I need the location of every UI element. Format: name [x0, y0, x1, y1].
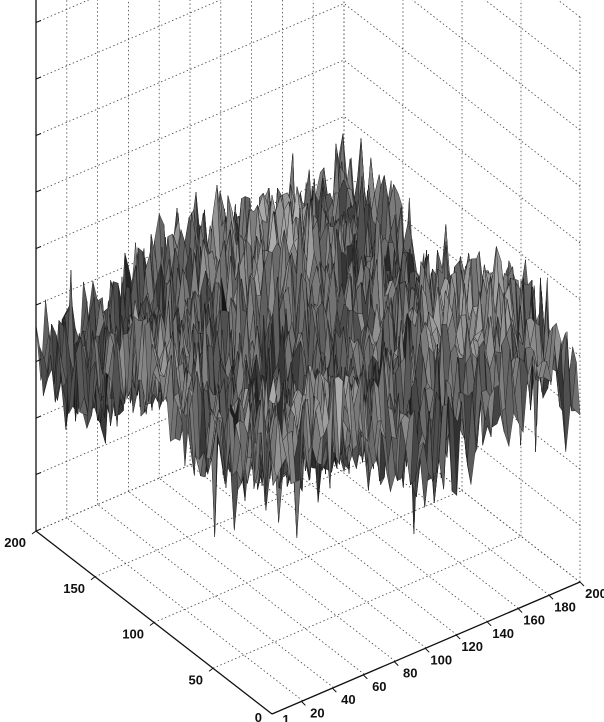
floor-grid-line-x — [158, 477, 396, 662]
right-wall-grid-horizontal — [343, 116, 581, 300]
x-axis-tick — [486, 621, 492, 627]
x-axis-tick — [301, 701, 306, 706]
x-axis-tick-label: 140 — [492, 626, 514, 641]
x-axis-corner-label: 1 — [282, 712, 289, 722]
x-axis-tick — [424, 647, 430, 653]
floor-grid-line-x — [66, 517, 304, 702]
x-axis-tick — [362, 674, 368, 680]
x-axis-tick — [332, 687, 337, 693]
y-axis-tick-label: 50 — [189, 672, 203, 687]
y-axis-tick — [90, 576, 96, 581]
x-axis-tick — [393, 661, 399, 666]
right-wall-grid-horizontal — [343, 59, 581, 244]
y-axis-tick — [149, 622, 155, 626]
y-axis-tick-label: 200 — [4, 535, 26, 550]
z-axis-tick — [35, 472, 42, 475]
back-wall-grid-horizontal — [35, 0, 90, 23]
x-axis-tick-label: 40 — [341, 692, 355, 707]
z-axis-tick — [35, 20, 42, 23]
floor-grid-line-x — [97, 504, 334, 688]
z-axis-tick — [35, 246, 42, 249]
x-axis-tick-label: 120 — [461, 639, 483, 654]
y-axis-tick — [31, 530, 37, 535]
floor-grid-line-x — [189, 464, 427, 649]
surface-mesh — [35, 133, 581, 538]
x-axis-tick — [517, 608, 523, 613]
z-axis-tick — [35, 528, 42, 532]
x-axis-tick-label: 100 — [430, 652, 452, 667]
right-wall-grid-horizontal — [343, 3, 581, 187]
z-axis-tick — [35, 189, 42, 193]
y-axis-tick-label: 100 — [122, 627, 144, 642]
z-axis-tick — [35, 415, 42, 419]
x-axis-tick — [455, 634, 461, 640]
x-axis-tick-label: 60 — [372, 679, 386, 694]
y-axis-tick — [208, 667, 214, 672]
x-axis-tick-label: 20 — [310, 705, 324, 720]
z-axis-tick — [35, 133, 42, 136]
y-axis-tick-label: 150 — [63, 581, 85, 596]
x-axis-tick-label: 200 — [585, 586, 604, 601]
z-axis-tick — [35, 76, 42, 80]
y-axis-corner-label: 0 — [255, 710, 262, 722]
x-axis-tick-label: 160 — [523, 613, 545, 628]
x-axis-tick — [579, 581, 585, 587]
x-axis-tick-label: 80 — [403, 666, 417, 681]
right-wall-grid-horizontal — [411, 0, 581, 131]
z-axis-tick — [35, 302, 42, 306]
x-axis-tick-label: 180 — [554, 599, 576, 614]
x-axis-tick — [548, 594, 554, 600]
